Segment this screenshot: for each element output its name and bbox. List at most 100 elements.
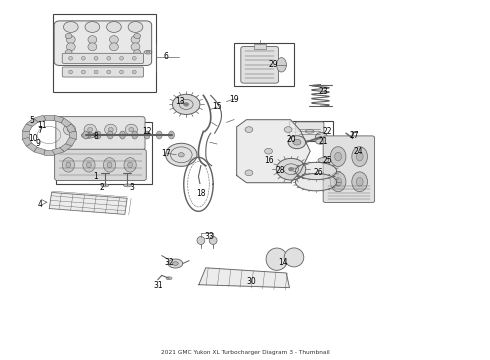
Ellipse shape [288, 167, 294, 171]
Bar [254, 44, 266, 49]
Ellipse shape [67, 36, 75, 44]
Polygon shape [237, 120, 310, 183]
Ellipse shape [316, 132, 327, 141]
Text: 25: 25 [322, 156, 332, 165]
Ellipse shape [144, 131, 150, 139]
Ellipse shape [69, 57, 73, 60]
Ellipse shape [352, 172, 368, 192]
Text: 2: 2 [99, 184, 104, 192]
Text: 17: 17 [161, 149, 171, 158]
Polygon shape [49, 193, 127, 214]
Ellipse shape [316, 139, 325, 144]
Bar [66, 124, 76, 133]
Bar [53, 14, 156, 92]
Ellipse shape [62, 158, 74, 172]
Bar [60, 118, 72, 127]
Ellipse shape [131, 43, 140, 51]
Ellipse shape [108, 127, 113, 132]
Ellipse shape [146, 51, 150, 53]
FancyBboxPatch shape [54, 21, 152, 66]
Ellipse shape [178, 153, 184, 157]
Bar [26, 143, 38, 152]
Text: 18: 18 [196, 189, 206, 198]
Ellipse shape [88, 43, 97, 51]
Ellipse shape [85, 133, 91, 138]
Ellipse shape [335, 152, 342, 161]
Text: 8: 8 [94, 132, 98, 140]
Ellipse shape [67, 127, 72, 132]
Ellipse shape [169, 131, 174, 139]
Bar [56, 122, 152, 184]
Text: 4: 4 [38, 200, 43, 209]
Ellipse shape [123, 184, 131, 187]
Ellipse shape [83, 158, 95, 172]
Ellipse shape [245, 127, 253, 132]
Text: 16: 16 [264, 156, 273, 165]
Ellipse shape [63, 124, 75, 135]
Ellipse shape [288, 136, 306, 149]
FancyBboxPatch shape [54, 149, 146, 180]
FancyBboxPatch shape [323, 136, 374, 202]
Ellipse shape [94, 57, 98, 60]
Ellipse shape [110, 36, 119, 44]
Ellipse shape [88, 127, 93, 132]
Ellipse shape [120, 131, 125, 139]
Ellipse shape [335, 177, 342, 186]
Ellipse shape [107, 22, 121, 32]
Bar [289, 121, 333, 141]
Ellipse shape [134, 50, 141, 55]
Ellipse shape [284, 127, 292, 132]
Ellipse shape [125, 124, 137, 135]
Text: 26: 26 [314, 168, 323, 177]
Ellipse shape [124, 158, 136, 172]
Ellipse shape [318, 158, 329, 163]
Ellipse shape [134, 33, 141, 39]
Ellipse shape [172, 94, 200, 114]
Bar [34, 115, 46, 123]
Ellipse shape [356, 177, 363, 186]
Ellipse shape [83, 131, 89, 139]
Ellipse shape [88, 36, 97, 44]
Text: 27: 27 [350, 130, 360, 139]
Text: 5: 5 [29, 116, 34, 125]
Text: 32: 32 [164, 258, 174, 266]
Bar [234, 43, 294, 86]
Ellipse shape [277, 58, 286, 72]
Text: 12: 12 [142, 126, 152, 135]
Bar [22, 137, 32, 146]
Ellipse shape [293, 139, 301, 145]
Text: 20: 20 [286, 135, 296, 144]
Ellipse shape [120, 57, 123, 60]
Ellipse shape [64, 22, 78, 32]
Polygon shape [199, 268, 290, 288]
Ellipse shape [65, 33, 72, 39]
Ellipse shape [132, 70, 136, 74]
FancyBboxPatch shape [62, 53, 144, 63]
Text: 33: 33 [205, 232, 215, 241]
FancyBboxPatch shape [56, 117, 145, 150]
Ellipse shape [245, 170, 253, 176]
Bar [69, 131, 76, 139]
Text: 1: 1 [93, 172, 98, 181]
Ellipse shape [276, 158, 306, 180]
Ellipse shape [166, 143, 197, 166]
Ellipse shape [352, 147, 368, 166]
Ellipse shape [101, 184, 109, 187]
Ellipse shape [110, 43, 119, 51]
Bar [60, 143, 72, 152]
Ellipse shape [107, 162, 112, 167]
Text: 10: 10 [28, 134, 38, 143]
Text: 21: 21 [318, 137, 328, 146]
FancyBboxPatch shape [241, 46, 278, 83]
Ellipse shape [131, 36, 140, 44]
Text: 13: 13 [175, 97, 185, 106]
Ellipse shape [132, 131, 138, 139]
Ellipse shape [107, 131, 113, 139]
Bar [26, 118, 38, 127]
Ellipse shape [168, 259, 183, 268]
Ellipse shape [65, 50, 72, 55]
Text: 24: 24 [354, 147, 364, 156]
Ellipse shape [86, 162, 91, 167]
Ellipse shape [103, 158, 116, 172]
Text: 14: 14 [278, 258, 288, 267]
